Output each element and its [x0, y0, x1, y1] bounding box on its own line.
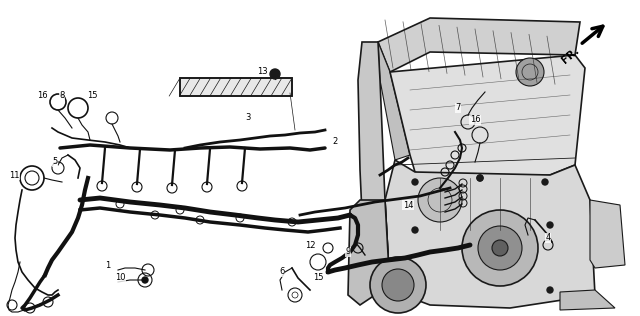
- Polygon shape: [348, 200, 390, 305]
- Text: 12: 12: [305, 240, 316, 250]
- Circle shape: [462, 210, 538, 286]
- Text: 15: 15: [87, 92, 97, 100]
- Circle shape: [412, 287, 418, 293]
- Text: 13: 13: [257, 68, 268, 76]
- Circle shape: [542, 179, 548, 185]
- Text: FR.: FR.: [559, 45, 580, 65]
- Polygon shape: [378, 42, 410, 160]
- Polygon shape: [390, 55, 585, 185]
- Circle shape: [270, 69, 280, 79]
- Text: 9: 9: [346, 247, 351, 257]
- Polygon shape: [378, 18, 580, 72]
- Circle shape: [370, 257, 426, 313]
- Text: 1: 1: [106, 260, 111, 270]
- Circle shape: [477, 175, 483, 181]
- Circle shape: [478, 226, 522, 270]
- Polygon shape: [560, 290, 615, 310]
- Text: 2: 2: [332, 137, 338, 147]
- Circle shape: [382, 269, 414, 301]
- Polygon shape: [590, 200, 625, 268]
- Text: 7: 7: [455, 104, 461, 112]
- Text: 10: 10: [115, 274, 125, 283]
- Circle shape: [412, 179, 418, 185]
- Text: 8: 8: [60, 92, 65, 100]
- Bar: [180, 78, 292, 96]
- Circle shape: [547, 222, 553, 228]
- Text: 16: 16: [470, 116, 480, 125]
- Circle shape: [477, 175, 483, 181]
- Circle shape: [412, 227, 418, 233]
- Text: 3: 3: [245, 113, 251, 123]
- Text: 11: 11: [9, 171, 19, 179]
- Text: 5: 5: [52, 157, 58, 167]
- Bar: [180, 78, 292, 96]
- Circle shape: [418, 178, 462, 222]
- Circle shape: [142, 277, 148, 283]
- Text: 6: 6: [279, 268, 285, 276]
- Circle shape: [516, 58, 544, 86]
- Polygon shape: [385, 160, 595, 308]
- Text: 4: 4: [545, 234, 550, 242]
- Text: 15: 15: [313, 274, 323, 283]
- Text: 16: 16: [36, 92, 47, 100]
- Text: 14: 14: [403, 200, 413, 210]
- Circle shape: [492, 240, 508, 256]
- Polygon shape: [358, 42, 390, 295]
- Circle shape: [547, 287, 553, 293]
